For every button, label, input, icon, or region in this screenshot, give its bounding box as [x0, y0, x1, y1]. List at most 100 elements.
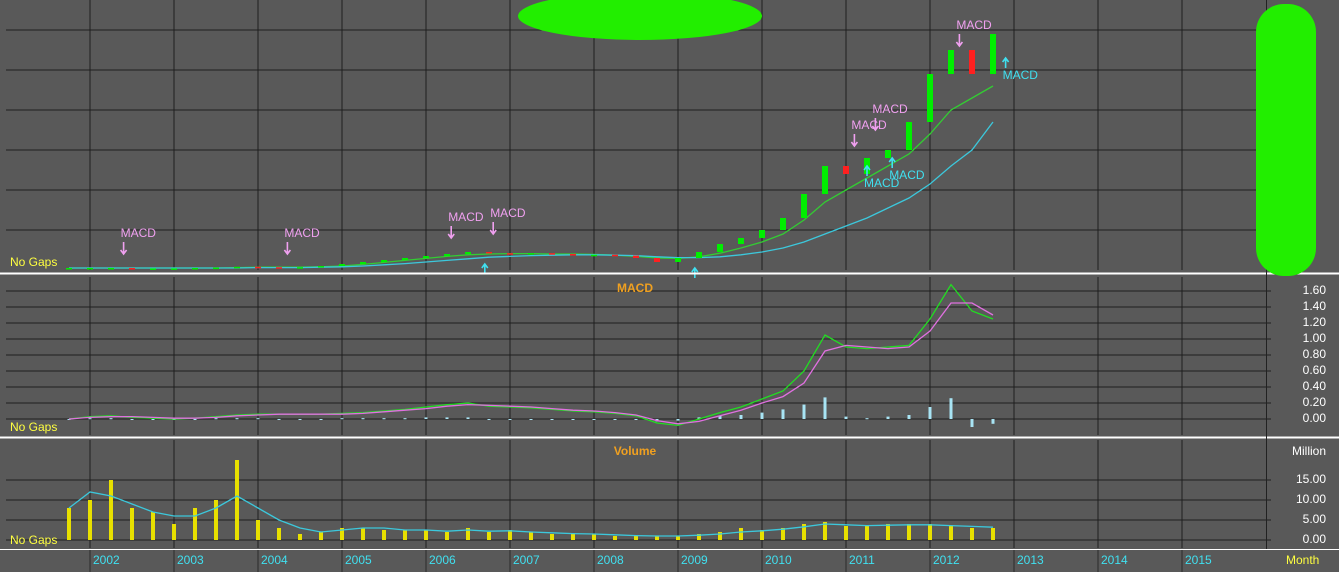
volume-bar — [235, 460, 239, 540]
histogram-bar — [340, 418, 344, 420]
candle — [822, 166, 828, 194]
volume-bar — [529, 532, 533, 540]
candle — [717, 244, 723, 252]
buy-arrow — [481, 262, 489, 274]
series-line — [68, 302, 994, 425]
candle — [528, 253, 534, 255]
volume-bar — [739, 528, 743, 540]
sell-arrow — [489, 222, 497, 236]
signal-label: MACD — [1003, 68, 1039, 82]
volume-bar — [676, 536, 680, 540]
volume-bar — [424, 530, 428, 540]
volume-bar — [865, 526, 869, 540]
series-line — [69, 121, 994, 269]
histogram-bar — [193, 419, 197, 420]
candle — [423, 256, 429, 258]
volume-bar — [340, 528, 344, 540]
candle — [318, 266, 324, 268]
volume-bar — [298, 534, 302, 540]
histogram-bar — [970, 419, 974, 427]
volume-bar — [970, 528, 974, 540]
y-tick-label: 0.60 — [1303, 363, 1327, 377]
histogram-bar — [697, 417, 701, 419]
histogram-bar — [319, 419, 323, 420]
sell-arrow — [871, 118, 880, 132]
histogram-bar — [718, 415, 722, 419]
histogram-bar — [109, 418, 113, 420]
volume-bar — [907, 524, 911, 540]
candle — [969, 50, 975, 74]
histogram-bar — [67, 419, 71, 420]
volume-bar — [193, 508, 197, 540]
candle — [885, 150, 891, 158]
x-tick-label: 2005 — [345, 553, 372, 567]
volume-bar — [613, 536, 617, 540]
histogram-bar — [760, 412, 764, 419]
y-tick-label: 1.40 — [1303, 299, 1327, 313]
x-tick-label: 2002 — [93, 553, 120, 567]
volume-bar — [571, 534, 575, 540]
candle — [213, 267, 219, 270]
buy-arrow — [863, 164, 871, 176]
histogram-bar — [592, 419, 596, 420]
panel-title: MACD — [617, 281, 653, 295]
candle — [486, 252, 492, 254]
histogram-bar — [403, 418, 407, 420]
volume-bar — [991, 528, 995, 540]
candle — [570, 254, 576, 256]
histogram-bar — [991, 419, 995, 424]
candle — [759, 230, 765, 238]
candle — [402, 258, 408, 260]
volume-bar — [844, 526, 848, 540]
volume-bar — [655, 536, 659, 540]
candle — [171, 268, 177, 270]
histogram-bar — [424, 417, 428, 419]
volume-bar — [781, 528, 785, 540]
candle — [360, 262, 366, 264]
gap-label: No Gaps — [10, 255, 57, 269]
candle — [66, 268, 72, 270]
y-tick-label: 1.00 — [1303, 331, 1327, 345]
candle — [654, 258, 660, 262]
sell-arrow — [955, 34, 964, 48]
x-tick-label: 2011 — [849, 553, 875, 567]
volume-bar — [172, 524, 176, 540]
volume-bar — [718, 532, 722, 540]
volume-bar — [67, 508, 71, 540]
candle — [192, 268, 198, 270]
y-tick-label: 1.20 — [1303, 315, 1327, 329]
volume-bar — [88, 500, 92, 540]
x-tick-label: 2007 — [513, 553, 540, 567]
histogram-bar — [571, 419, 575, 420]
volume-bar — [823, 522, 827, 540]
unit-label: Million — [1292, 444, 1326, 458]
volume-bar — [130, 508, 134, 540]
candle — [150, 268, 156, 270]
candle — [108, 268, 114, 270]
volume-bar — [508, 530, 512, 540]
x-tick-label: 2009 — [681, 553, 708, 567]
histogram-bar — [739, 415, 743, 419]
volume-bar — [109, 480, 113, 540]
candle — [843, 166, 849, 174]
volume-bar — [886, 524, 890, 540]
candle — [780, 218, 786, 230]
histogram-bar — [613, 419, 617, 420]
redaction — [518, 0, 762, 40]
volume-bar — [361, 528, 365, 540]
sell-arrow — [119, 242, 128, 256]
x-tick-label: 2006 — [429, 553, 456, 567]
y-tick-label: 0.20 — [1303, 395, 1327, 409]
histogram-bar — [298, 419, 302, 420]
histogram-bar — [466, 417, 470, 419]
histogram-bar — [529, 419, 533, 420]
volume-bar — [760, 530, 764, 540]
histogram-bar — [949, 398, 953, 419]
volume-bar — [550, 534, 554, 540]
candle — [906, 122, 912, 150]
histogram-bar — [508, 419, 512, 420]
volume-bar — [592, 534, 596, 540]
